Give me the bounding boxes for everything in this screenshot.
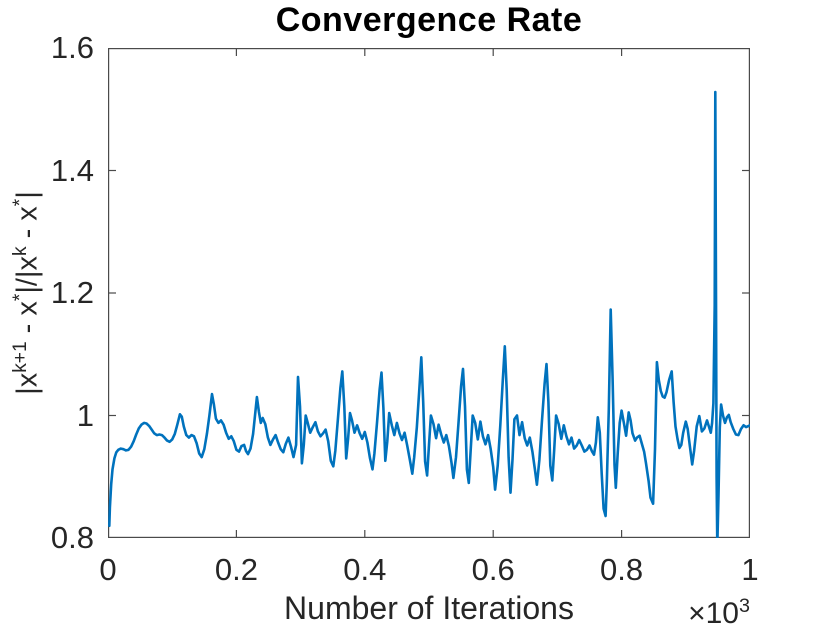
y-label-part: - x — [11, 206, 44, 247]
y-label-superscript: k+1 — [9, 341, 31, 373]
axis-ticks — [108, 48, 750, 538]
y-label-part: |x — [11, 372, 44, 395]
convergence-rate-line — [108, 90, 750, 538]
x-axis-label: Number of Iterations — [284, 590, 574, 626]
y-axis-label: |xk+1 - x*|/|xk - x*| — [9, 191, 45, 395]
x-tick-label: 0.6 — [471, 552, 515, 587]
y-tick-label: 0.8 — [50, 520, 94, 555]
y-tick-label: 1.4 — [50, 152, 94, 188]
y-label-part: - x — [11, 301, 44, 342]
multiplier-exponent: 3 — [738, 595, 750, 617]
y-tick-label: 1.6 — [50, 30, 94, 65]
y-label-part: | — [11, 191, 44, 199]
y-label-superscript: k — [9, 246, 31, 257]
x-tick-label: 1 — [741, 552, 759, 587]
y-label-superscript: * — [9, 293, 31, 302]
x-axis-exponent-multiplier: ×103 — [108, 595, 750, 631]
chart-title: Convergence Rate — [275, 1, 583, 39]
x-tick-label: 0 — [99, 552, 117, 587]
y-label-superscript: * — [9, 198, 31, 207]
y-label-part: |/|x — [11, 256, 44, 294]
multiplier-base: ×10 — [688, 597, 739, 630]
y-tick-label: 1.2 — [50, 275, 94, 310]
axes-box — [108, 48, 750, 538]
x-tick-label: 0.4 — [343, 552, 387, 587]
y-tick-label: 1 — [76, 397, 94, 433]
plot-area — [108, 48, 750, 538]
x-tick-label: 0.8 — [600, 552, 644, 587]
x-tick-label: 0.2 — [214, 552, 258, 587]
